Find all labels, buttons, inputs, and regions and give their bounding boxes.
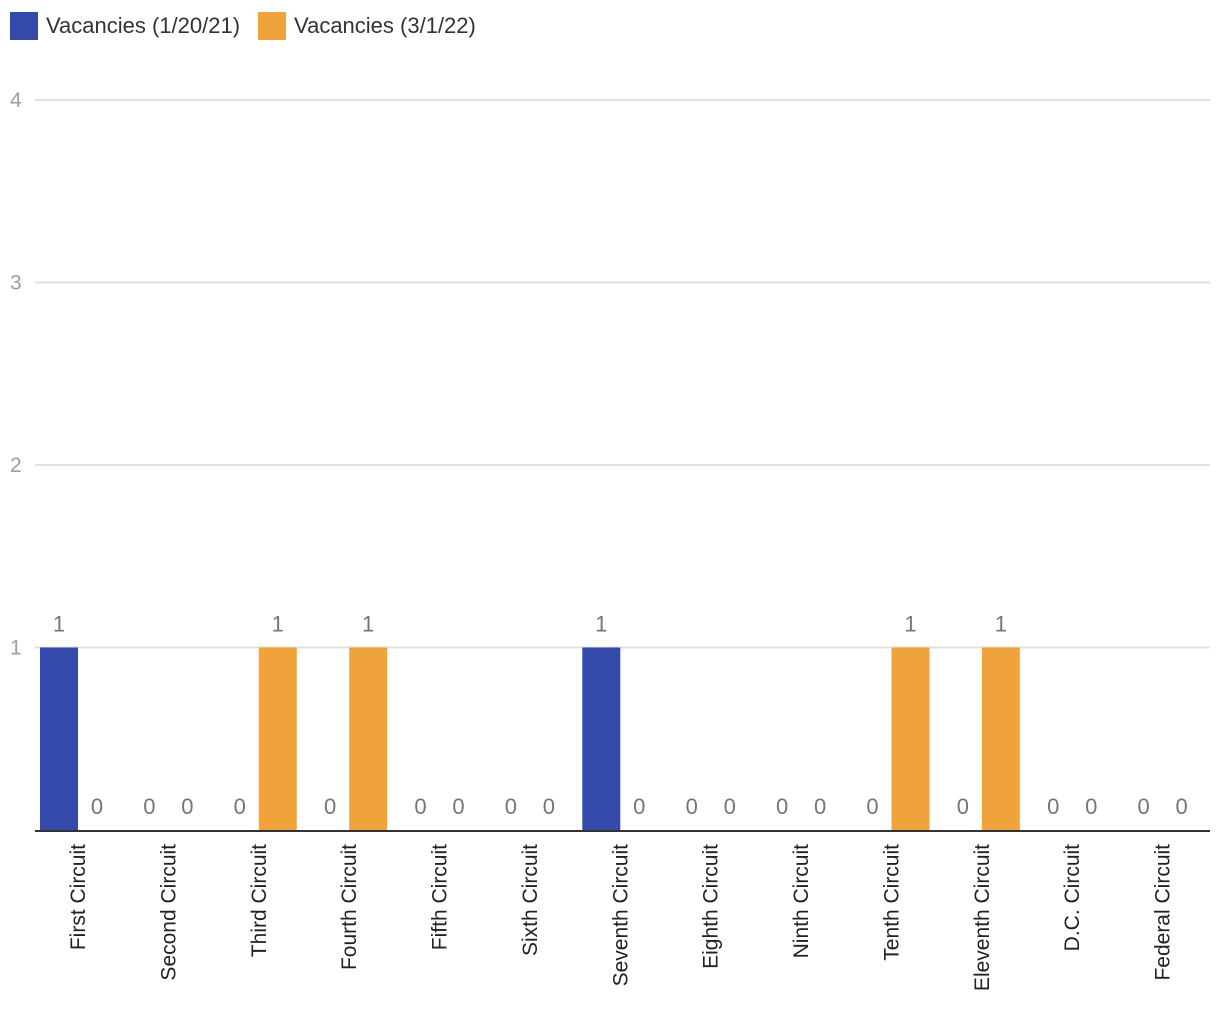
y-tick-label: 2 <box>10 454 22 477</box>
legend-label-series-2: Vacancies (3/1/22) <box>294 13 476 38</box>
category-label: Second Circuit <box>157 844 180 981</box>
legend: Vacancies (1/20/21) Vacancies (3/1/22) <box>10 12 494 40</box>
data-label-series-2-11: 0 <box>1085 794 1097 819</box>
y-tick-label: 1 <box>10 637 22 660</box>
data-label-series-1-3: 0 <box>324 794 336 819</box>
data-label-series-2-7: 0 <box>724 794 736 819</box>
category-labels: First Circuit Second Circuit Third Circuit… <box>67 844 1175 991</box>
data-label-series-2-5: 0 <box>543 794 555 819</box>
category-label: Fourth Circuit <box>338 844 361 970</box>
data-label-series-2-12: 0 <box>1175 794 1187 819</box>
data-label-series-1-10: 0 <box>957 794 969 819</box>
bars <box>40 647 1020 831</box>
legend-item-series-1[interactable]: Vacancies (1/20/21) <box>10 12 240 40</box>
legend-item-series-2[interactable]: Vacancies (3/1/22) <box>258 12 476 40</box>
grid-lines <box>35 99 1210 649</box>
bar-series-1-0[interactable] <box>40 647 78 831</box>
data-label-series-2-4: 0 <box>452 794 464 819</box>
category-label: Ninth Circuit <box>790 844 813 959</box>
category-label: Third Circuit <box>248 844 271 957</box>
data-label-series-2-1: 0 <box>181 794 193 819</box>
category-label: Sixth Circuit <box>519 844 542 956</box>
category-label: Eighth Circuit <box>700 844 723 969</box>
category-label: Eleventh Circuit <box>971 844 994 991</box>
bar-series-1-6[interactable] <box>582 647 621 831</box>
data-label-series-1-9: 0 <box>866 794 878 819</box>
data-label-series-2-8: 0 <box>814 794 826 819</box>
data-label-series-1-4: 0 <box>414 794 426 819</box>
data-label-series-2-6: 0 <box>633 794 645 819</box>
data-label-series-1-8: 0 <box>776 794 788 819</box>
category-label: D.C. Circuit <box>1061 844 1084 952</box>
data-label-series-2-9: 1 <box>904 612 916 637</box>
data-label-series-1-6: 1 <box>595 612 607 637</box>
data-label-series-1-11: 0 <box>1047 794 1059 819</box>
y-tick-label: 3 <box>10 272 22 295</box>
bar-series-2-2[interactable] <box>258 647 297 831</box>
category-label: Fifth Circuit <box>429 844 452 950</box>
legend-swatch-series-1 <box>10 12 38 40</box>
legend-label-series-1: Vacancies (1/20/21) <box>46 13 241 38</box>
data-labels: 1 0 0 0 0 1 0 1 0 0 0 0 1 0 0 0 0 0 0 1 0 1 0 0 0 0 <box>53 612 1188 820</box>
data-label-series-2-2: 1 <box>272 612 284 637</box>
bar-series-2-9[interactable] <box>891 647 930 831</box>
data-label-series-1-0: 1 <box>53 612 65 637</box>
data-label-series-1-1: 0 <box>143 794 155 819</box>
y-tick-label: 4 <box>10 89 22 112</box>
category-label: Tenth Circuit <box>880 844 903 961</box>
category-label: First Circuit <box>67 844 90 950</box>
data-label-series-2-0: 0 <box>91 794 103 819</box>
y-axis-ticks: 1 2 3 4 <box>10 89 22 660</box>
data-label-series-1-2: 0 <box>234 794 246 819</box>
category-label: Seventh Circuit <box>609 844 632 987</box>
data-label-series-2-3: 1 <box>362 612 374 637</box>
bar-series-2-10[interactable] <box>981 647 1020 831</box>
legend-swatch-series-2 <box>258 12 287 40</box>
data-label-series-1-7: 0 <box>686 794 698 819</box>
category-label: Federal Circuit <box>1152 844 1175 981</box>
bar-series-2-3[interactable] <box>349 647 388 831</box>
data-label-series-1-5: 0 <box>505 794 517 819</box>
data-label-series-1-12: 0 <box>1137 794 1149 819</box>
data-label-series-2-10: 1 <box>995 612 1007 637</box>
